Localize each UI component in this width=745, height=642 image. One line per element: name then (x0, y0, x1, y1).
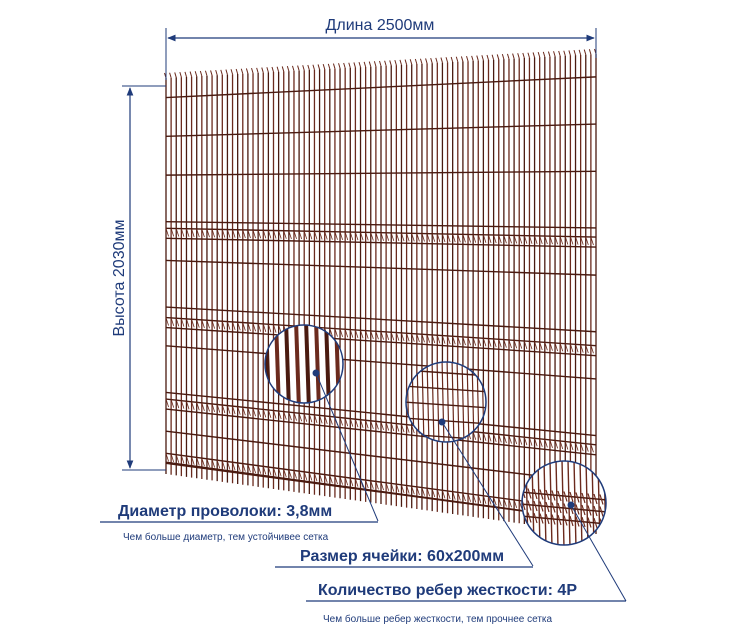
ribs-count-title: Количество ребер жесткости: 4Р (318, 582, 577, 599)
annotation-mesh-size: Размер ячейки: 60х200мм (275, 548, 533, 568)
magnifier-ribs (521, 460, 627, 602)
wire-diameter-note: Чем больше диаметр, тем устойчивее сетка (123, 531, 329, 543)
length-label: Длина 2500мм (326, 17, 435, 34)
mesh-size-title: Размер ячейки: 60х200мм (300, 548, 504, 565)
wire-diameter-title: Диаметр проволоки: 3,8мм (118, 503, 332, 520)
fence-panel (164, 48, 597, 534)
length-dimension: Длина 2500мм (165, 17, 597, 80)
annotation-wire-diameter: Диаметр проволоки: 3,8мм Чем больше диам… (100, 503, 378, 543)
height-dimension: Высота 2030мм (111, 85, 166, 471)
height-label: Высота 2030мм (111, 220, 128, 337)
annotation-ribs-count: Количество ребер жесткости: 4Р Чем больш… (306, 582, 626, 625)
ribs-count-note: Чем больше ребер жесткости, тем прочнее … (323, 613, 553, 625)
